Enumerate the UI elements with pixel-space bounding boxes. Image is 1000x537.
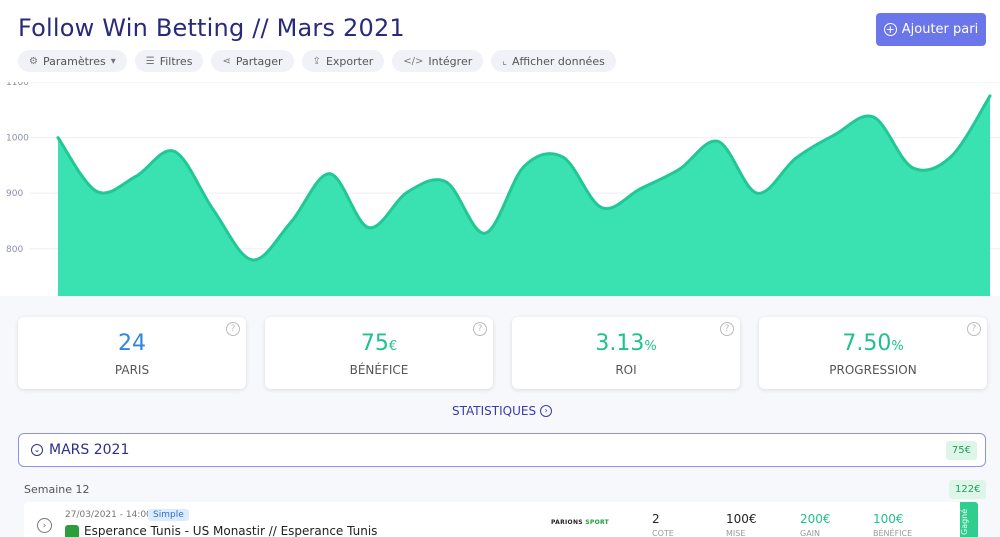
data-point[interactable] [639,187,642,191]
stat-card-bets: ? 24 PARIS [18,317,246,389]
expand-icon[interactable]: › [37,518,52,533]
data-point[interactable] [910,166,914,170]
filters-label: Filtres [159,54,193,68]
data-point[interactable] [872,115,875,119]
help-icon[interactable]: ? [226,322,240,336]
data-point[interactable] [289,220,293,224]
data-point[interactable] [988,94,992,98]
data-point[interactable] [794,156,798,160]
y-tick-label: 800 [6,245,23,255]
data-point[interactable] [522,164,526,168]
week-total-badge: 122€ [949,480,987,499]
plus-circle-icon: + [883,23,897,36]
chevron-down-icon: ⌄ [31,444,43,456]
settings-label: Paramètres [42,54,106,68]
data-point[interactable] [483,231,487,235]
settings-button[interactable]: ⚙ Paramètres ▾ [18,50,127,72]
page-title: Follow Win Betting // Mars 2021 [18,14,405,42]
export-icon: ⇪ [312,55,321,67]
help-icon[interactable]: ? [720,322,734,336]
data-point[interactable] [173,149,176,153]
data-point[interactable] [561,155,565,159]
data-point[interactable] [755,191,759,195]
y-tick-label: 900 [6,189,23,199]
statistics-link[interactable]: STATISTIQUES › [452,404,553,418]
help-icon[interactable]: ? [473,322,487,336]
data-point[interactable] [367,226,371,230]
bankroll-area [58,95,990,296]
stats-cards: ? 24 PARIS ? 75€ BÉNÉFICE ? 3.13% ROI ? … [18,317,987,389]
add-bet-label: Ajouter pari [901,22,979,37]
stat-value: 24 [118,331,146,356]
data-point[interactable] [444,180,448,184]
share-label: Partager [235,54,283,68]
share-button[interactable]: ⋖ Partager [211,50,294,72]
team-logo-icon [65,525,79,537]
bet-date: 27/03/2021 - 14:00 [65,510,152,520]
chevron-down-icon: ▾ [110,55,116,67]
embed-label: Intégrer [428,54,473,68]
y-tick-label: 1100 [6,82,29,88]
add-bet-button[interactable]: + Ajouter pari [876,13,986,46]
data-point[interactable] [250,258,254,262]
week-label: Semaine 12 [24,483,90,496]
y-tick-label: 1000 [6,134,29,144]
data-point[interactable] [328,172,332,176]
chevron-right-icon: › [540,405,553,417]
data-point[interactable] [95,190,99,194]
data-point[interactable] [211,208,215,212]
show-data-button[interactable]: ⌞ Afficher données [491,50,616,72]
data-point[interactable] [134,174,138,178]
sliders-icon: ☰ [145,55,155,67]
share-icon: ⋖ [222,55,231,67]
export-label: Exporter [325,54,374,68]
stat-value: 3.13% [595,331,657,356]
bet-status-won: Gagné [960,502,978,537]
show-data-label: Afficher données [511,54,605,68]
stat-card-progression: ? 7.50% PROGRESSION [759,317,987,389]
data-point[interactable] [716,139,720,143]
bet-stake: 100€ MISE [726,512,757,537]
bankroll-area-chart: 1100 1000 900 800 [6,82,1000,296]
month-header[interactable]: ⌄ MARS 2021 75€ [18,433,986,467]
bookmaker-logo: PARIONS SPORT [551,519,610,526]
code-icon: </> [403,55,424,67]
statistics-label: STATISTIQUES [452,404,537,418]
data-point[interactable] [600,206,604,210]
stat-label: BÉNÉFICE [349,363,409,377]
data-point[interactable] [833,133,837,137]
gears-icon: ⚙ [29,55,38,67]
bet-profit: 100€ BÉNÉFICE [873,512,913,537]
month-total-badge: 75€ [945,441,977,460]
data-point[interactable] [677,167,681,171]
stat-value: 75€ [360,331,398,356]
stat-value: 7.50% [842,331,904,356]
chart-icon: ⌞ [502,55,507,67]
stat-card-profit: ? 75€ BÉNÉFICE [265,317,493,389]
data-point[interactable] [949,154,953,158]
bet-gain: 200€ GAIN [800,512,831,537]
toolbar: ⚙ Paramètres ▾ ☰ Filtres ⋖ Partager ⇪ Ex… [18,50,616,72]
help-icon[interactable]: ? [967,322,981,336]
embed-button[interactable]: </> Intégrer [392,50,484,72]
filters-button[interactable]: ☰ Filtres [134,50,204,72]
month-label: MARS 2021 [49,442,130,458]
bet-type-badge: Simple [148,509,189,521]
export-button[interactable]: ⇪ Exporter [301,50,385,72]
stat-card-roi: ? 3.13% ROI [512,317,740,389]
data-point[interactable] [56,136,60,140]
data-point[interactable] [406,190,409,194]
stat-label: PROGRESSION [829,363,917,377]
header-area: Follow Win Betting // Mars 2021 + Ajoute… [6,13,1000,296]
stat-label: ROI [615,363,637,377]
bet-row[interactable]: › 27/03/2021 - 14:00 Simple Esperance Tu… [24,502,980,537]
bet-match: Esperance Tunis - US Monastir // Esperan… [84,524,378,537]
stat-label: PARIS [114,363,150,377]
bet-odds: 2 COTE [652,512,674,537]
